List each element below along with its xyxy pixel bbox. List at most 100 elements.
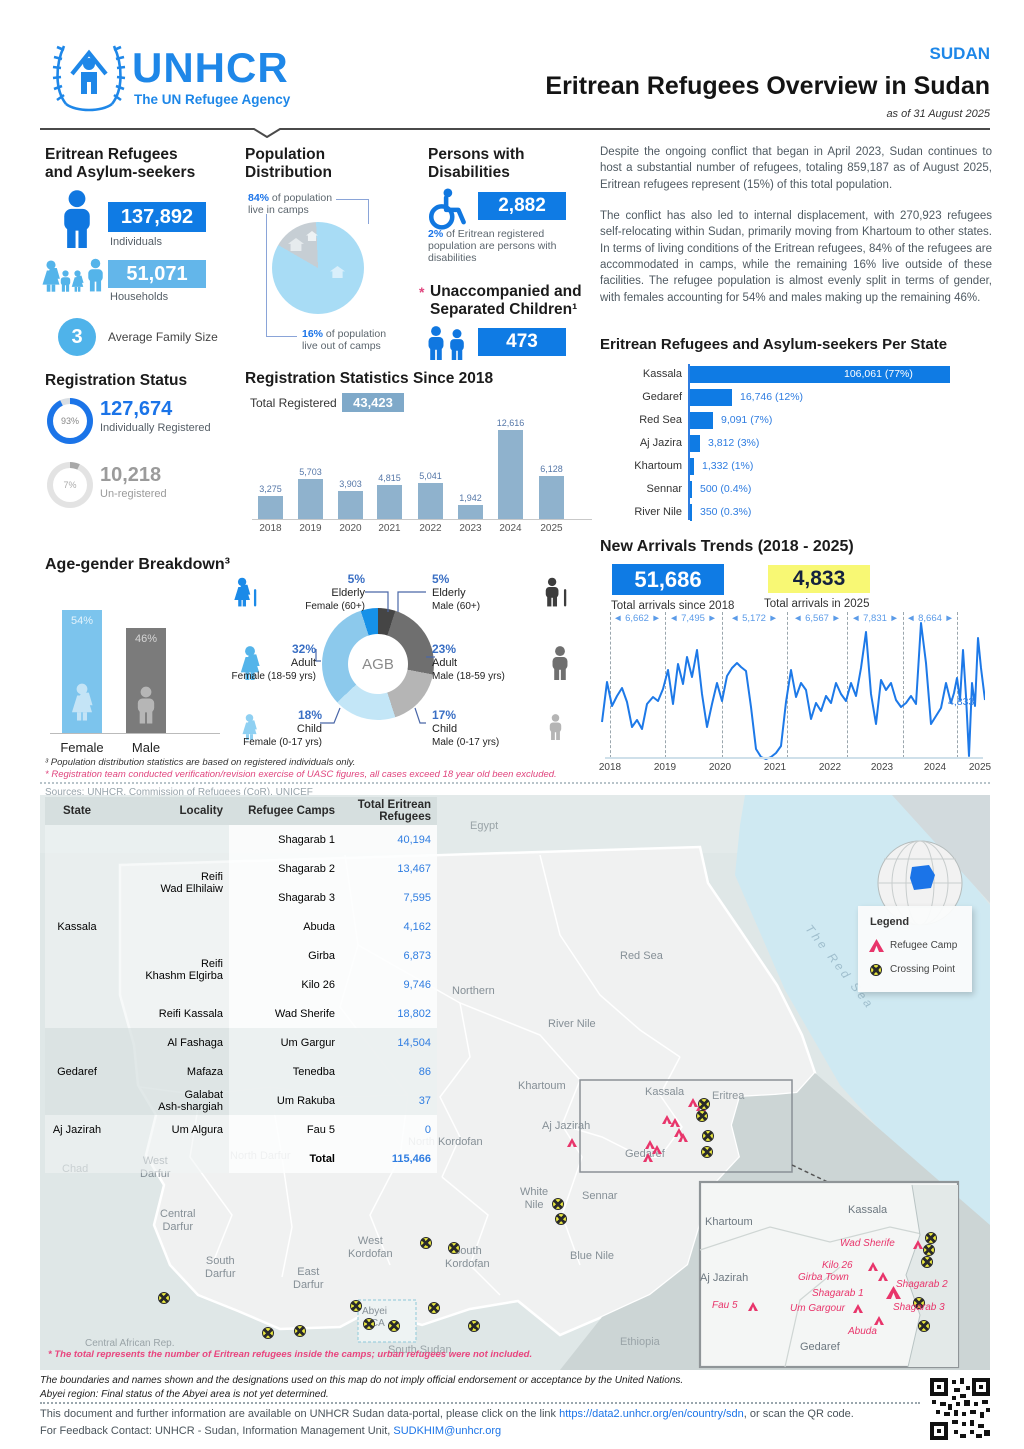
- crossing-point-icon: [923, 1244, 935, 1256]
- elderly-female-block: 5% Elderly Female (60+): [305, 572, 365, 612]
- abyei-disclaimer: Abyei region: Final status of the Abyei …: [40, 1389, 329, 1400]
- agb-connectors: [315, 591, 435, 724]
- camp-marker-icon: [868, 1262, 878, 1271]
- feedback-email-link[interactable]: SUDKHIM@unhcr.org: [393, 1425, 502, 1437]
- table-row: Kilo 26 9,746: [45, 970, 437, 999]
- bar-2025: [539, 476, 564, 519]
- key-figures-heading: Eritrean Refugees and Asylum-seekers: [45, 146, 196, 182]
- map-state-sennar: Sennar: [582, 1190, 618, 1202]
- map-label-car: Central African Rep.: [85, 1338, 175, 1349]
- map-state-south-kordofan: South Kordofan: [445, 1245, 490, 1270]
- bar-2022: [418, 483, 443, 519]
- pie-connector-top: [336, 199, 369, 224]
- in-camps-text: 84% of population live in camps: [248, 192, 333, 216]
- divider: [40, 782, 990, 784]
- uasc-footnote: * Registration team conducted verificati…: [45, 769, 557, 780]
- agb-heading: Age-gender Breakdown³: [45, 556, 230, 573]
- arrivals-line-chart: [601, 622, 985, 760]
- crossing-point-icon: [913, 1297, 925, 1309]
- camp-marker-icon: [643, 1153, 653, 1162]
- camp-house-icon: [288, 238, 304, 251]
- year-divider: [903, 612, 904, 758]
- map-state-aj-jazirah: Aj Jazirah: [542, 1120, 591, 1132]
- arrivals-end-label: 4,833: [948, 696, 975, 708]
- inset-camp-fau5: Fau 5: [712, 1300, 738, 1311]
- inset-camp-um-gargour: Um Gargour: [790, 1303, 846, 1314]
- registered-donut: 93%: [47, 398, 93, 444]
- segment-total: ◄ 7,495 ►: [669, 613, 717, 624]
- narrative-paragraph-1: Despite the ongoing conflict that began …: [600, 146, 992, 191]
- registration-stats-heading: Registration Statistics Since 2018: [245, 370, 494, 387]
- bar: [690, 389, 732, 406]
- crossing-point-icon: [350, 1300, 362, 1312]
- feedback-line: For Feedback Contact: UNHCR - Sudan, Inf…: [40, 1425, 502, 1437]
- crossing-point-icon: [428, 1302, 440, 1314]
- page-title: Eritrean Refugees Overview in Sudan: [545, 72, 990, 100]
- inset-label-khartoum: Khartoum: [705, 1216, 753, 1228]
- as-of-date: as of 31 August 2025: [886, 108, 990, 120]
- bar: [690, 412, 713, 429]
- table-row: Abuda 4,162: [45, 912, 437, 941]
- population-pie-chart: [272, 222, 364, 314]
- pie-connector-bottom: [266, 214, 297, 337]
- map-label-eritrea: Eritrea: [712, 1090, 745, 1102]
- unregistered-label: Un-registered: [100, 488, 167, 500]
- inset-camp-wad-sherife: Wad Sherife: [840, 1238, 895, 1249]
- agb-center-label: AGB: [348, 634, 408, 694]
- map-label-egypt: Egypt: [470, 820, 499, 832]
- crossing-point-icon: [158, 1292, 170, 1304]
- out-of-camp-house-icon: [330, 266, 345, 278]
- camp-house-icon: [306, 231, 318, 241]
- camp-marker-icon: [874, 1316, 884, 1325]
- inset-label-aj-jazirah: Aj Jazirah: [700, 1272, 749, 1284]
- legend-crossing-label: Crossing Point: [890, 964, 956, 975]
- camp-marker-icon: [670, 1118, 680, 1127]
- camp-marker-icon: [567, 1138, 577, 1147]
- year-divider: [787, 612, 788, 758]
- table-row: Mafaza Tenedba 86: [45, 1057, 437, 1086]
- col-header-state: State: [45, 797, 109, 825]
- unregistered-pct: 7%: [53, 468, 87, 502]
- elderly-male-icon: [542, 576, 568, 608]
- crossing-point-icon: [552, 1198, 564, 1210]
- inset-camp-girba: Girba Town: [798, 1272, 849, 1283]
- map-state-red-sea: Red Sea: [620, 950, 663, 962]
- legend-title: Legend: [870, 916, 910, 928]
- family-size-value: 3: [58, 318, 96, 356]
- crossing-point-icon: [294, 1325, 306, 1337]
- registration-status-heading: Registration Status: [45, 372, 188, 389]
- segment-total: ◄ 8,664 ►: [906, 613, 954, 624]
- inset-camp-abuda: Abuda: [848, 1326, 877, 1337]
- bar: [690, 435, 700, 452]
- table-row: Shagarab 3 7,595: [45, 883, 437, 912]
- child-male-block: 17% Child Male (0-17 yrs): [432, 708, 500, 748]
- family-icon: [42, 258, 103, 292]
- inset-label-gedaref: Gedaref: [800, 1341, 840, 1353]
- year-divider: [665, 612, 666, 758]
- inset-camp-shagarab3: Shagarab 3: [893, 1302, 945, 1313]
- elderly-male-block: 5% Elderly Male (60+): [432, 572, 481, 612]
- inset-camp-kilo26: Kilo 26: [822, 1260, 853, 1271]
- data-portal-link[interactable]: https://data2.unhcr.org/en/country/sdn: [559, 1408, 744, 1420]
- globe-icon: [877, 840, 963, 926]
- disabilities-value: 2,882: [478, 192, 566, 220]
- uasc-value: 473: [478, 328, 566, 356]
- col-header-camps: Refugee Camps: [229, 797, 341, 825]
- camp-marker-icon: [645, 1140, 655, 1149]
- bar-2018: [258, 496, 283, 519]
- individuals-value: 137,892: [108, 202, 206, 232]
- disabilities-heading: Persons with Disabilities: [428, 146, 525, 182]
- map-label-ethiopia: Ethiopia: [620, 1336, 660, 1348]
- map-state-kassala: Kassala: [645, 1086, 685, 1098]
- female-bar: 54%: [62, 610, 102, 733]
- camp-marker-icon: [652, 1145, 662, 1154]
- elderly-female-icon: [232, 576, 258, 608]
- map-legend: Legend Refugee Camp Crossing Point: [858, 906, 972, 992]
- table-row: Reifi Kassala Wad Sherife 18,802: [45, 999, 437, 1028]
- arrivals-heading: New Arrivals Trends (2018 - 2025): [600, 538, 854, 555]
- table-row: Gedaref Al Fashaga Um Gargur 14,504: [45, 1028, 437, 1115]
- total-registered-value: 43,423: [342, 393, 404, 412]
- map-red-note: * The total represents the number of Eri…: [48, 1349, 533, 1360]
- col-header-total: Total Eritrean Refugees: [341, 797, 437, 825]
- female-pictogram-icon: [69, 673, 95, 731]
